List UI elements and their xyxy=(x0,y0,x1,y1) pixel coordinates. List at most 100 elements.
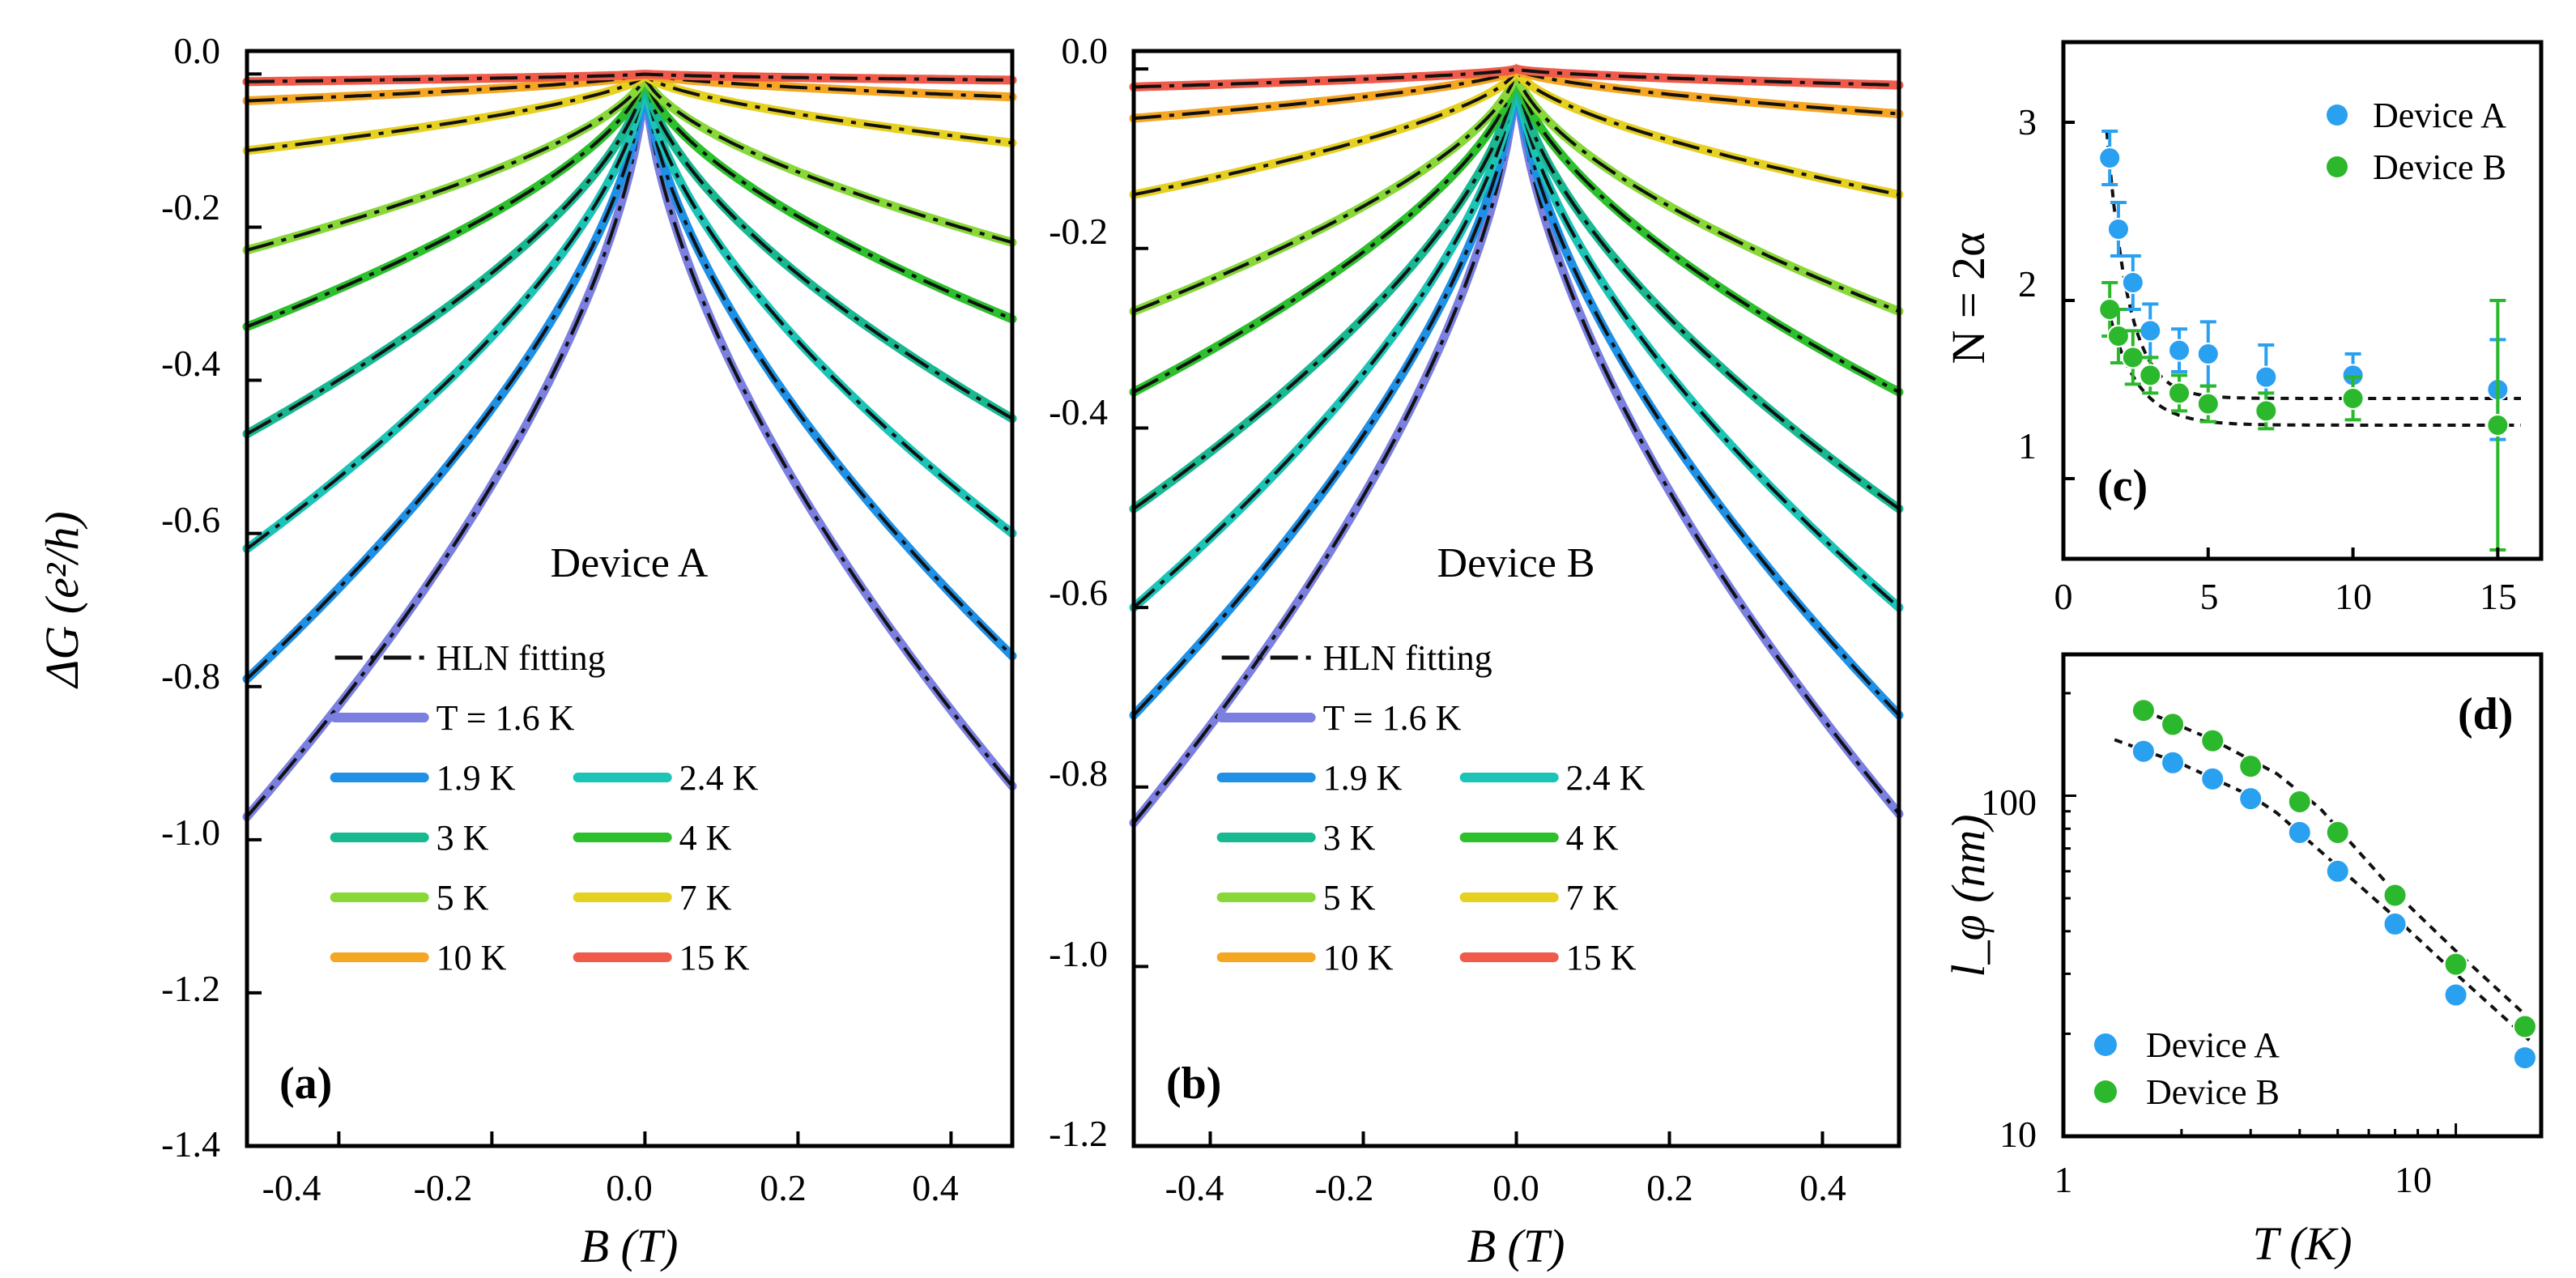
panel-a-ytick-label: -0.4 xyxy=(161,343,220,384)
panel-c-legend-label: Device B xyxy=(2373,147,2506,187)
panel-d-legend-marker xyxy=(2094,1080,2117,1103)
panel-c-ytick-label: 2 xyxy=(2018,263,2037,305)
panel-d-data-point xyxy=(2238,786,2263,812)
pb-legend-label: T = 1.6 K xyxy=(1323,698,1462,738)
panel-c-fit-line xyxy=(2105,130,2521,400)
panel-c-data-point xyxy=(2168,339,2191,362)
pa-legend-label: 3 K xyxy=(436,818,489,858)
panel-d-fit-line xyxy=(2114,738,2532,1043)
pb-series-line xyxy=(1129,64,1904,513)
pb-hln-fit-line xyxy=(1133,68,1900,394)
panel-c: 0 5 10 15 1 2 3 N = 2α (c) Device ADevic… xyxy=(1942,40,2544,617)
panel-b-ytick-label: -1.2 xyxy=(1049,1113,1108,1154)
panel-d-data-point xyxy=(2200,728,2225,753)
pb-series-line xyxy=(1129,64,1904,828)
panel-b-xlabel: B (T) xyxy=(1467,1220,1565,1272)
panel-c-label: (c) xyxy=(2097,461,2148,511)
pb-legend-label: 15 K xyxy=(1566,938,1637,978)
panel-a: -0.4 -0.2 0.0 0.2 0.4 0.0 -0.2 -0.4 -0.6… xyxy=(36,30,1017,1272)
panel-a-ytick-label: -0.2 xyxy=(161,186,220,228)
panel-a-xtick-label: -0.2 xyxy=(414,1167,473,1208)
panel-d-data-point xyxy=(2287,820,2312,845)
panel-d-data-point xyxy=(2287,789,2312,814)
pb-hln-fit-line xyxy=(1133,67,1900,89)
pa-legend-label: 10 K xyxy=(436,938,507,978)
panel-c-plot xyxy=(2098,130,2521,552)
panel-a-ytick-label: -1.2 xyxy=(161,968,220,1009)
panel-c-data-point xyxy=(2341,387,2365,410)
panel-b-curves xyxy=(1129,63,1904,828)
panel-a-curves xyxy=(242,70,1017,821)
panel-a-xtick-label: 0.4 xyxy=(912,1167,959,1208)
panel-d-xtick-label: 1 xyxy=(2054,1159,2073,1200)
panel-b-label: (b) xyxy=(1166,1059,1221,1109)
panel-b-xtick-label: 0.4 xyxy=(1799,1167,1846,1208)
panel-a-ytick-label: -0.8 xyxy=(161,655,220,697)
panel-b-legend: HLN fitting T = 1.6 K 1.9 K 2.4 K 3 K 4 K 5 K 7… xyxy=(1216,638,1646,978)
pb-hln-fit-line xyxy=(1132,68,1901,609)
panel-c-data-point xyxy=(2098,147,2122,169)
panel-a-ytick-label: -1.4 xyxy=(161,1123,220,1165)
panel-a-device-label: Device A xyxy=(551,540,709,586)
panel-d-data-point xyxy=(2325,858,2350,884)
panel-a-xtick-label: -0.4 xyxy=(262,1167,321,1208)
panel-c-ylabel: N = 2α xyxy=(1942,232,1995,364)
panel-c-legend-marker xyxy=(2327,104,2348,126)
panel-a-xlabel: B (T) xyxy=(581,1220,679,1272)
panel-c-legend-marker xyxy=(2327,156,2348,177)
panel-c-legend-label: Device A xyxy=(2373,96,2506,135)
pa-legend-label: 2.4 K xyxy=(679,758,759,798)
pb-legend-label: 3 K xyxy=(1323,818,1376,858)
panel-d-data-point xyxy=(2443,952,2468,977)
panel-d-data-point xyxy=(2382,883,2408,908)
panel-d-legend-label: Device A xyxy=(2146,1025,2280,1065)
panel-d-data-point xyxy=(2512,1046,2537,1071)
panel-b-ytick-label: 0.0 xyxy=(1062,30,1109,71)
panel-d-data-point xyxy=(2161,750,2186,775)
pa-hln-fit-line xyxy=(246,75,1013,252)
pa-hln-fit-line xyxy=(246,76,1013,329)
panel-d-ytick-label: 100 xyxy=(1981,782,2037,823)
panel-a-ytick-label: -0.6 xyxy=(161,499,220,540)
panel-b-xtick-label: -0.4 xyxy=(1165,1167,1224,1208)
panel-a-xtick-label: 0.2 xyxy=(760,1167,807,1208)
panel-d-data-point xyxy=(2131,739,2156,764)
panel-d-data-point xyxy=(2238,754,2263,779)
panel-d-legend-label: Device B xyxy=(2146,1072,2280,1112)
pa-hln-fit-line xyxy=(246,73,1013,103)
panel-c-data-point xyxy=(2121,271,2144,294)
panel-b-frame xyxy=(1131,49,1901,1148)
pb-hln-fit-line xyxy=(1132,68,1901,717)
panel-c-fit-line xyxy=(2105,303,2521,427)
panel-b-device-label: Device B xyxy=(1437,540,1595,586)
panel-a-ticks xyxy=(247,72,953,1148)
panel-b-ytick-label: -0.2 xyxy=(1049,211,1108,252)
panel-b-ytick-label: -0.8 xyxy=(1049,752,1108,794)
pa-hln-fit-line xyxy=(246,77,1013,436)
panel-d-data-point xyxy=(2200,766,2225,791)
panel-a-frame xyxy=(245,49,1015,1148)
panel-c-ytick-label: 1 xyxy=(2018,425,2037,466)
panel-d-data-point xyxy=(2161,712,2186,737)
panel-a-ytick-label: 0.0 xyxy=(174,30,221,71)
panel-d-ticks xyxy=(2062,692,2458,1138)
pa-hln-fit-line xyxy=(246,72,1012,83)
panel-d-frame xyxy=(2061,652,2544,1139)
panel-b-ytick-label: -0.4 xyxy=(1049,391,1108,432)
pa-hln-fit-line xyxy=(245,84,1014,551)
panel-a-legend: HLN fitting T = 1.6 K 1.9 K 2.4 K 3 K 4 K 5 K 7… xyxy=(330,638,759,978)
pa-hln-fit-line xyxy=(246,74,1013,152)
panel-b-xtick-label: 0.0 xyxy=(1492,1167,1539,1208)
pb-hln-fit-line xyxy=(1133,66,1900,121)
panel-d-data-point xyxy=(2131,698,2156,723)
panel-b-ticks xyxy=(1134,67,1824,1148)
panel-b-ytick-label: -1.0 xyxy=(1049,933,1108,974)
panel-d: 1 10 10 100 T (K) l_φ (nm) (d) Device AD… xyxy=(1942,652,2544,1270)
pa-legend-label: 15 K xyxy=(679,938,750,978)
panel-d-data-point xyxy=(2382,911,2408,936)
pb-legend-label: 4 K xyxy=(1566,818,1619,858)
panel-d-xlabel: T (K) xyxy=(2252,1217,2352,1270)
panel-c-data-point xyxy=(2255,365,2278,389)
panel-c-data-point xyxy=(2255,399,2278,423)
